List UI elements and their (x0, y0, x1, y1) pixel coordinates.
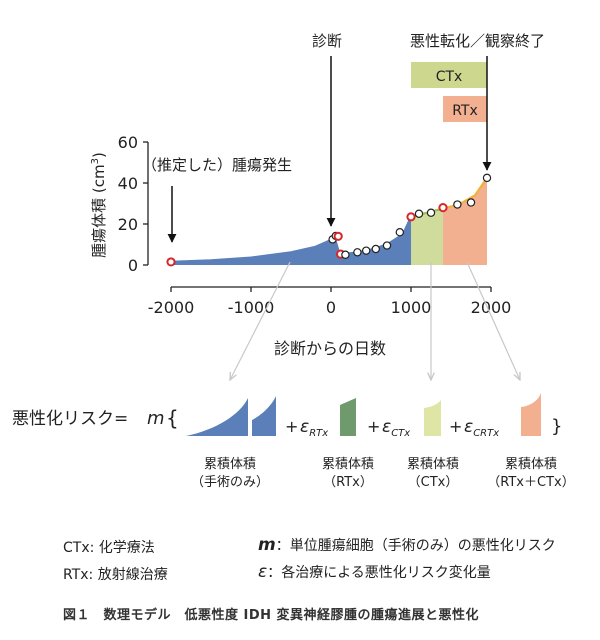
label-crtx-line2: （RTx＋CTx） (487, 475, 574, 490)
formula-close-brace: } (551, 416, 562, 437)
plus-3: + (449, 417, 462, 436)
shape-ctx (424, 400, 441, 436)
shape-surgery (186, 398, 248, 436)
plus-2: + (367, 417, 380, 436)
diagnosis-annotation: 診断 (312, 32, 342, 50)
shape-crtx (521, 393, 541, 436)
treatment-bar-label-rtx: RTx (452, 103, 478, 119)
shaded-region-1 (411, 208, 443, 265)
eps-crtx: εCRTx (464, 417, 499, 439)
label-ctx-line1: 累積体積 (407, 457, 459, 472)
x-tick-label: 2000 (471, 298, 512, 317)
y-axis-label: 腫瘍体積 (cm3) (90, 152, 108, 258)
data-point (406, 212, 416, 222)
formula-open-brace: { (166, 406, 179, 430)
axes: 0 20 40 60 -2000 -1000 0 1000 2000 (118, 133, 512, 317)
data-point (166, 257, 176, 267)
data-point (482, 173, 492, 183)
observed-points (166, 173, 492, 267)
y-axis-label-sup: 3 (90, 158, 101, 164)
label-rtx-line1: 累積体積 (322, 457, 374, 472)
figure-caption: 図１ 数理モデル 低悪性度 IDH 変異神経膠腫の腫瘍進展と悪性化 (63, 608, 480, 623)
legend-eps-desc: ：各治療による悪性化リスク変化量 (267, 565, 491, 581)
label-surgery-line2: （手術のみ） (191, 475, 269, 490)
data-point (466, 198, 476, 207)
shaded-regions (171, 177, 487, 265)
label-ctx-line2: （CTx） (408, 475, 459, 490)
y-tick-label: 0 (128, 256, 138, 275)
formula-m: m (147, 408, 165, 429)
data-point (426, 208, 436, 217)
onset-annotation: （推定した）腫瘍発生 (142, 156, 292, 174)
eps-rtx: εRTx (300, 417, 328, 439)
pointer-arrows (230, 261, 520, 380)
x-tick-label: -2000 (148, 298, 195, 317)
x-tick-label: 1000 (391, 298, 432, 317)
data-point (453, 200, 462, 209)
legend-m: m：単位腫瘍細胞（手術のみ）の悪性化リスク (258, 535, 556, 555)
data-point (362, 246, 371, 255)
fit-curve-crtx (442, 177, 488, 210)
treatment-bar-label-ctx: CTx (436, 69, 463, 85)
data-point (353, 248, 362, 257)
data-point (382, 241, 392, 250)
legend-eps: ε：各治療による悪性化リスク変化量 (258, 562, 491, 582)
data-point (414, 209, 424, 218)
x-tick-label: -1000 (228, 298, 275, 317)
legend-m-symbol: m (258, 535, 276, 555)
plus-1: + (285, 417, 298, 436)
data-point (438, 203, 448, 213)
legend-rtx: RTx: 放射線治療 (63, 567, 168, 583)
y-tick-label: 20 (118, 215, 138, 234)
legend-eps-symbol: ε (258, 562, 268, 582)
treatment-bar-rtx (443, 96, 487, 122)
data-point (395, 227, 404, 237)
shape-rtx (340, 398, 356, 436)
label-crtx-line1: 累積体積 (505, 457, 557, 472)
legend-m-desc: ：単位腫瘍細胞（手術のみ）の悪性化リスク (275, 538, 556, 554)
malignant-annotation: 悪性転化／観察終了 (410, 32, 545, 50)
treatment-bars: CTx RTx (411, 62, 487, 122)
formula-lhs: 悪性化リスク= (12, 409, 128, 429)
pointer-arrow-surgery (230, 261, 291, 380)
eps-ctx: εCTx (382, 417, 410, 439)
label-rtx-line2: （RTx） (323, 475, 373, 490)
shaded-region-2 (443, 177, 487, 265)
x-axis-label: 診断からの日数 (274, 339, 386, 358)
legend-ctx: CTx: 化学療法 (63, 540, 155, 556)
y-tick-label: 40 (118, 174, 138, 193)
data-point (341, 250, 350, 259)
shape-surgery-2 (252, 396, 276, 436)
x-tick-label: 0 (326, 298, 336, 317)
data-point (371, 244, 380, 254)
y-tick-label: 60 (118, 133, 138, 152)
treatment-bar-ctx (411, 62, 487, 88)
pointer-arrow-crtx (466, 261, 520, 380)
shaded-region-0 (171, 216, 411, 265)
label-surgery-line1: 累積体積 (204, 457, 256, 472)
data-point (333, 231, 343, 241)
